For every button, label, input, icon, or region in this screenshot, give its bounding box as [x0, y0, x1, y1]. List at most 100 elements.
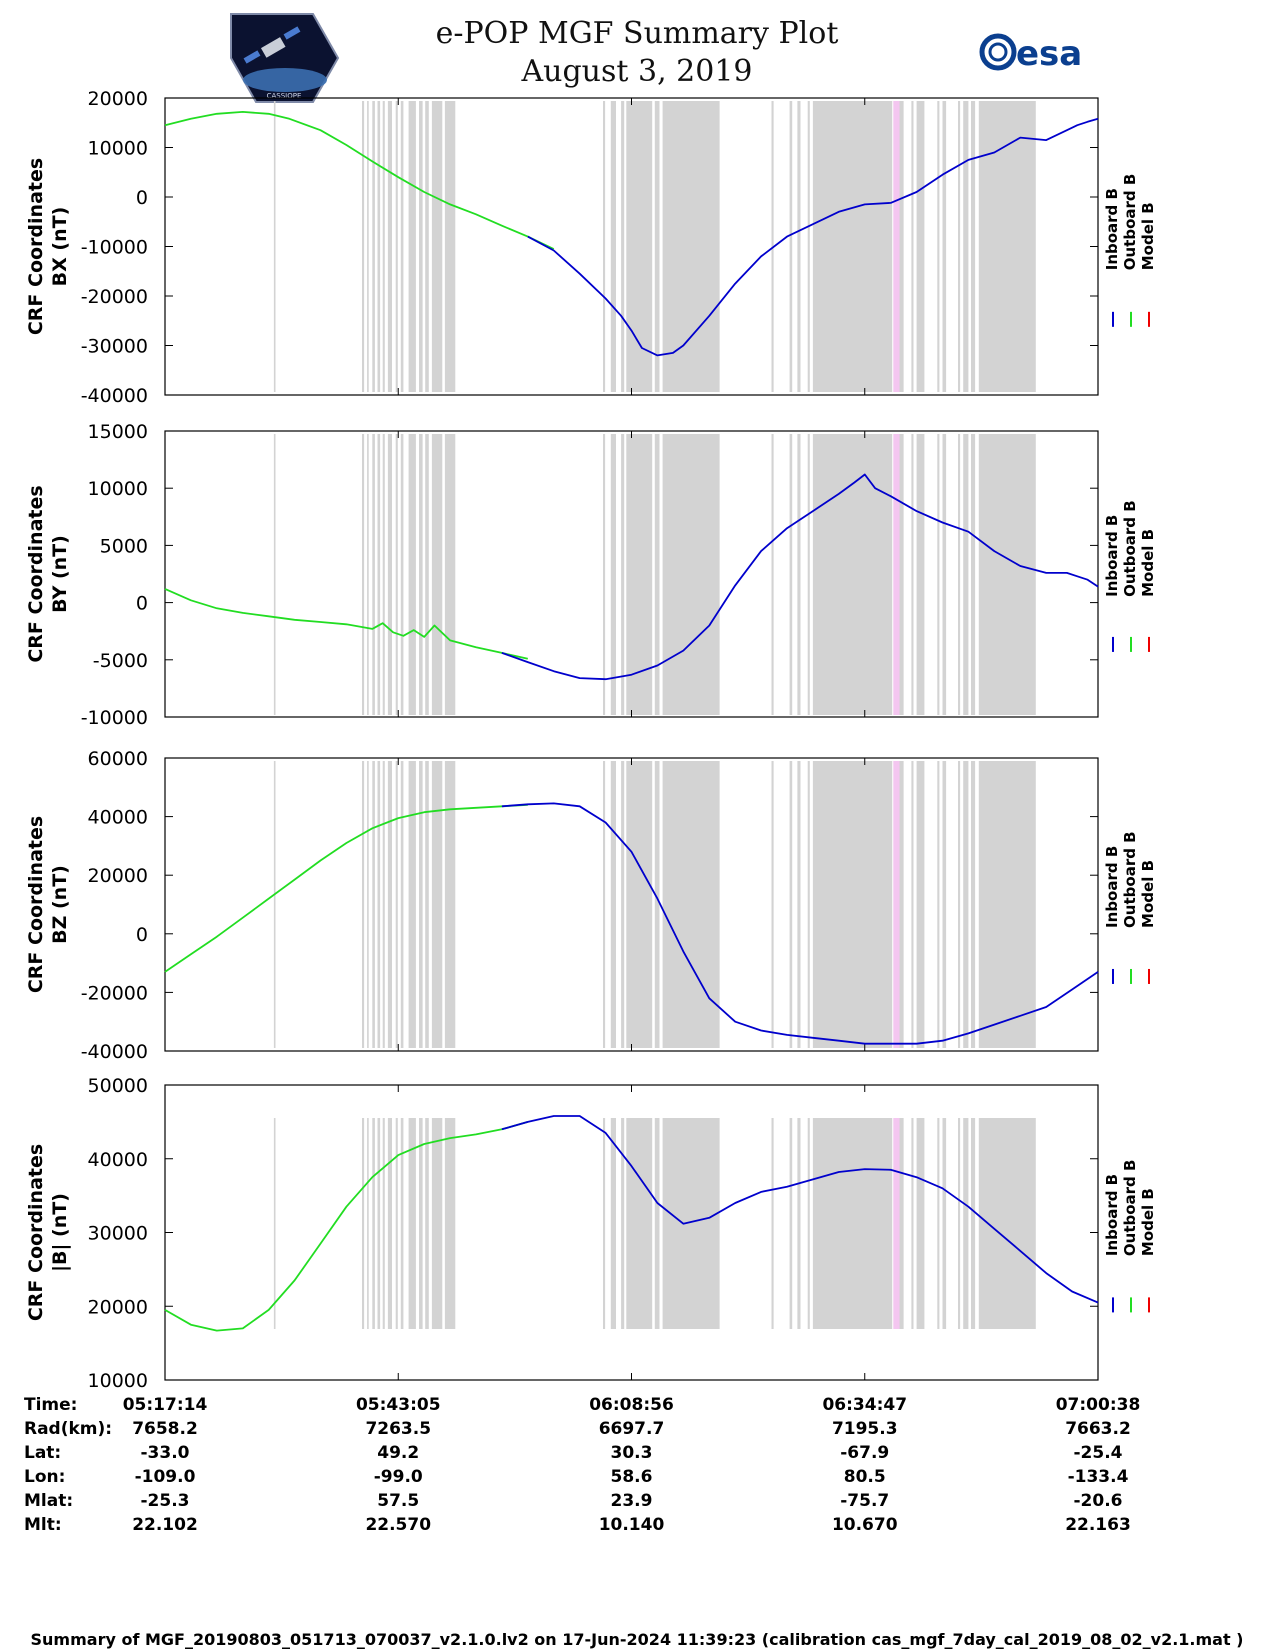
gap-shading: [273, 434, 1036, 715]
gap-band: [654, 101, 660, 392]
gap-band: [916, 434, 925, 715]
y-tick-label: -40000: [81, 1041, 148, 1063]
info-row-label: Mlt:: [24, 1515, 62, 1535]
gap-band: [387, 1118, 392, 1329]
gap-band: [958, 101, 961, 392]
legend: Inboard B Outboard B Model B: [1103, 174, 1157, 327]
gap-band: [911, 434, 914, 715]
info-row-label: Rad(km):: [24, 1419, 112, 1439]
flag-band: [893, 434, 900, 715]
y-tick-label: 20000: [88, 88, 148, 110]
info-cell: -33.0: [141, 1443, 190, 1463]
gap-band: [916, 1118, 925, 1329]
gap-band: [978, 101, 1036, 392]
flag-band: [893, 1118, 900, 1329]
gap-band: [382, 434, 385, 715]
y-tick-label: 30000: [88, 1223, 148, 1245]
y-tick-label: 0: [136, 593, 148, 615]
gap-shading: [273, 1118, 1036, 1329]
y-tick-label: 15000: [88, 421, 148, 443]
info-cell: 80.5: [844, 1467, 886, 1487]
gap-band: [362, 434, 365, 715]
gap-band: [942, 761, 947, 1048]
gap-band: [978, 434, 1036, 715]
gap-band: [812, 434, 893, 715]
gap-shading: [273, 761, 1036, 1048]
legend-label: Outboard B: [1121, 1160, 1139, 1257]
series-line-outboard-b: [164, 804, 528, 973]
gap-band: [654, 761, 660, 1048]
y-axis-label-line1: CRF Coordinates: [25, 1144, 47, 1321]
legend-label: Inboard B: [1103, 846, 1121, 928]
gap-band: [958, 1118, 961, 1329]
gap-band: [789, 761, 793, 1048]
gap-band: [621, 1118, 625, 1329]
info-cell: 22.570: [365, 1515, 431, 1535]
gap-band: [610, 434, 616, 715]
gap-band: [812, 761, 893, 1048]
panels: 20000 10000 0 -10000 -20000 -30000 -40000 CRF C…: [25, 88, 1157, 1392]
gap-band: [425, 761, 429, 1048]
legend-label: Outboard B: [1121, 831, 1139, 928]
info-cell: -109.0: [135, 1467, 196, 1487]
gap-band: [807, 761, 810, 1048]
gap-band: [971, 761, 976, 1048]
gap-band: [419, 434, 423, 715]
info-cell: 05:43:05: [356, 1395, 441, 1415]
gap-band: [372, 434, 375, 715]
gap-band: [654, 434, 660, 715]
gap-band: [958, 761, 961, 1048]
gap-band: [377, 761, 381, 1048]
y-tick-label: 10000: [88, 1370, 148, 1392]
gap-band: [610, 761, 616, 1048]
gap-band: [797, 434, 801, 715]
gap-band: [771, 434, 774, 715]
info-cell: -25.3: [141, 1491, 190, 1511]
y-tick-label: -5000: [93, 650, 148, 672]
gap-band: [971, 434, 976, 715]
gap-band: [963, 1118, 969, 1329]
esa-logo: esa: [979, 33, 1082, 74]
y-axis-label-line2: BY (nT): [49, 535, 71, 613]
gap-band: [395, 761, 398, 1048]
gap-band: [362, 101, 365, 392]
gap-band: [603, 761, 606, 1048]
y-axis-label-line2: BZ (nT): [49, 865, 71, 944]
gap-band: [662, 434, 720, 715]
gap-band: [898, 761, 904, 1048]
gap-band: [603, 1118, 606, 1329]
info-row-label: Lat:: [24, 1443, 61, 1463]
legend-label: Outboard B: [1121, 500, 1139, 597]
info-cell: 30.3: [611, 1443, 653, 1463]
gap-band: [400, 101, 404, 392]
gap-band: [963, 434, 969, 715]
gap-band: [444, 101, 456, 392]
gap-band: [771, 101, 774, 392]
gap-band: [372, 761, 375, 1048]
cassiope-logo: CASSIOPE: [230, 13, 340, 103]
gap-band: [372, 1118, 375, 1329]
gap-band: [898, 101, 904, 392]
gap-band: [362, 1118, 365, 1329]
gap-band: [408, 434, 416, 715]
gap-band: [911, 101, 914, 392]
gap-band: [807, 101, 810, 392]
gap-band: [771, 1118, 774, 1329]
gap-band: [395, 434, 398, 715]
gap-band: [367, 101, 369, 392]
gap-band: [408, 761, 416, 1048]
gap-band: [377, 1118, 381, 1329]
info-cell: 7263.5: [365, 1419, 431, 1439]
info-cell: 6697.7: [599, 1419, 665, 1439]
series-line-outboard-b: [164, 588, 528, 660]
gap-band: [387, 101, 392, 392]
legend: Inboard B Outboard B Model B: [1103, 1160, 1157, 1313]
gap-band: [372, 101, 375, 392]
gap-band: [382, 101, 385, 392]
gap-band: [626, 1118, 653, 1329]
gap-band: [408, 1118, 416, 1329]
info-cell: -133.4: [1068, 1467, 1129, 1487]
y-tick-label: 40000: [88, 1149, 148, 1171]
gap-band: [419, 761, 423, 1048]
